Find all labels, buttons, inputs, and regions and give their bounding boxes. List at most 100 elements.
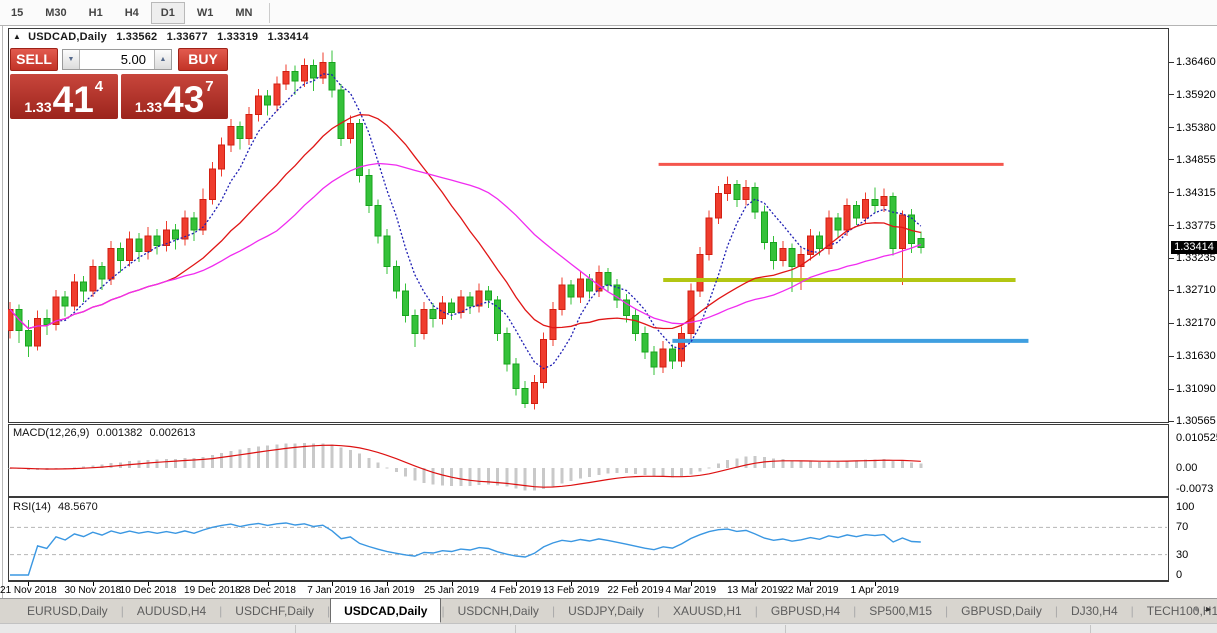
tab-gbpusd-h4[interactable]: GBPUSD,H4 [770, 604, 841, 618]
volume-decrease-button[interactable]: ▼ [63, 50, 80, 69]
macd-bar [358, 453, 362, 468]
candle-body [843, 205, 851, 231]
rsi-axis-label: 70 [1176, 521, 1189, 534]
buy-price-prefix: 1.33 [134, 99, 163, 115]
price-axis-tick [1169, 61, 1174, 63]
trade-controls-row: SELL ▼ ▲ BUY [10, 48, 228, 71]
price-axis-tick [1169, 225, 1174, 227]
rsi-panel-canvas[interactable] [8, 497, 1169, 581]
price-axis-label: 1.33235 [1176, 252, 1216, 265]
macd-bar [266, 445, 270, 468]
macd-bar [560, 468, 564, 484]
candle-body [705, 217, 713, 255]
macd-bar [578, 468, 582, 479]
tab-separator: | [945, 604, 949, 618]
macd-bar [873, 459, 877, 468]
candle-body [834, 217, 842, 231]
price-axis-label: 1.32170 [1176, 317, 1216, 330]
timeframe-button-h1[interactable]: H1 [79, 2, 113, 24]
macd-bar [174, 458, 178, 468]
price-axis-label: 1.34315 [1176, 186, 1216, 199]
candle-body [374, 205, 382, 237]
buy-button[interactable]: BUY [178, 48, 228, 71]
timeframe-button-m30[interactable]: M30 [35, 2, 76, 24]
candle-body [438, 302, 446, 319]
date-axis-tick [387, 582, 389, 586]
macd-bar [551, 468, 555, 487]
macd-bar [615, 468, 619, 474]
candle-body [549, 308, 557, 341]
tab-usdcnh-daily[interactable]: USDCNH,Daily [457, 604, 539, 618]
macd-bar [247, 448, 251, 468]
rsi-axis-label: 30 [1176, 548, 1189, 561]
macd-bar [109, 463, 113, 468]
tab-separator: | [656, 604, 660, 618]
timeframe-button-mn[interactable]: MN [225, 2, 262, 24]
chart-title: ▲ USDCAD,Daily 1.33562 1.33677 1.33319 1.… [13, 31, 309, 43]
chart-symbol-label: USDCAD,Daily [28, 31, 107, 43]
strip-separator [295, 625, 296, 633]
macd-bar [210, 455, 214, 468]
timeframe-button-w1[interactable]: W1 [187, 2, 224, 24]
tab-scroll-left-button[interactable]: ◂ [1192, 604, 1198, 615]
tab-xauusd-h1[interactable]: XAUUSD,H1 [673, 604, 742, 618]
price-axis-tick [1169, 322, 1174, 324]
macd-signal-value: 0.002613 [149, 427, 196, 439]
date-axis-tick [92, 582, 94, 586]
volume-increase-button[interactable]: ▲ [154, 50, 171, 69]
collapse-arrow-icon[interactable]: ▲ [13, 32, 22, 41]
macd-bar [707, 467, 711, 469]
tab-nav-arrows: ◂ ▸ [1193, 604, 1211, 615]
macd-bar [413, 468, 417, 481]
date-axis-label: 22 Feb 2019 [607, 585, 664, 596]
ohlc-close: 1.33414 [267, 31, 309, 43]
ma-slow-line [9, 162, 922, 330]
candle-body [760, 211, 768, 243]
tab-audusd-h4[interactable]: AUDUSD,H4 [136, 604, 207, 618]
candle-body [852, 205, 860, 219]
timeframe-button-15[interactable]: 15 [1, 2, 33, 24]
candle-body [797, 253, 805, 268]
candle-body [724, 183, 732, 195]
timeframe-button-h4[interactable]: H4 [115, 2, 149, 24]
tab-usdcad-daily[interactable]: USDCAD,Daily [330, 597, 442, 623]
candle-body [475, 290, 483, 307]
candle-body [825, 217, 833, 249]
macd-panel-canvas[interactable] [8, 424, 1169, 497]
tab-dj30-h4[interactable]: DJ30,H4 [1070, 604, 1118, 618]
macd-bar [808, 461, 812, 468]
macd-bar [146, 459, 150, 468]
date-axis-tick [755, 582, 757, 586]
macd-bar [514, 468, 518, 489]
candle-body [135, 238, 143, 252]
sell-button[interactable]: SELL [10, 48, 58, 71]
macd-bar [404, 468, 408, 477]
tab-gbpusd-daily[interactable]: GBPUSD,Daily [961, 604, 1042, 618]
tab-tech100-h1[interactable]: TECH100,H1 [1146, 604, 1217, 618]
tab-scroll-right-button[interactable]: ▸ [1205, 604, 1211, 615]
macd-bar [698, 468, 702, 472]
candle-body [595, 272, 603, 292]
volume-input[interactable] [80, 50, 154, 69]
macd-bar [790, 460, 794, 468]
candle-body [540, 339, 548, 383]
ohlc-open: 1.33562 [116, 31, 158, 43]
macd-bar [275, 444, 279, 468]
buy-price-pip: 7 [205, 78, 214, 95]
tab-usdjpy-daily[interactable]: USDJPY,Daily [568, 604, 644, 618]
tab-sp500-m15[interactable]: SP500,M15 [869, 604, 933, 618]
tab-usdchf-daily[interactable]: USDCHF,Daily [235, 604, 314, 618]
buy-price-quote[interactable]: 1.33 43 7 [120, 74, 228, 119]
macd-bar [716, 463, 720, 468]
candle-body [889, 196, 897, 249]
tab-separator: | [441, 604, 445, 618]
candle-body [402, 290, 410, 316]
tab-eurusd-daily[interactable]: EURUSD,Daily [27, 604, 108, 618]
chart-tabs-bar: EURUSD,Daily | AUDUSD,H4 | USDCHF,Daily | USDC… [0, 597, 1217, 623]
candle-body [558, 284, 566, 310]
sell-price-quote[interactable]: 1.33 41 4 [10, 74, 118, 119]
macd-bar [735, 458, 739, 468]
timeframe-button-d1[interactable]: D1 [150, 1, 185, 24]
candle-body [429, 308, 437, 319]
macd-axis-label: -0.0073 [1176, 482, 1214, 495]
